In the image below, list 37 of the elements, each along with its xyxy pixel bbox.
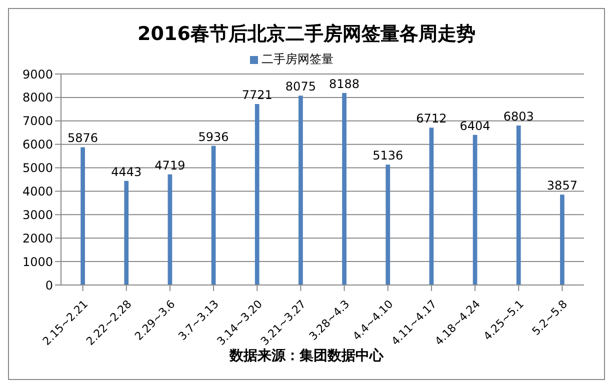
data-label: 5936 [198,130,229,144]
y-tick-label: 6000 [22,138,53,152]
bar [472,134,478,285]
y-tick-label: 5000 [22,161,53,176]
data-label: 7721 [242,88,272,102]
bar [254,104,260,285]
bar [211,146,216,285]
data-label: 4719 [154,158,186,172]
y-tick-label: 7000 [22,114,53,128]
data-label: 6404 [460,118,490,133]
data-label: 8075 [285,80,316,94]
bar [516,126,521,285]
data-label: 6712 [416,112,447,126]
y-tick-label: 9000 [22,67,53,82]
y-tick-label: 1000 [22,254,53,269]
bar [386,164,390,285]
y-tick-label: 8000 [22,90,53,105]
bar [560,194,564,285]
source-note: 数据来源：集团数据中心 [228,347,385,365]
data-label: 6803 [503,110,534,124]
y-tick-label: 3000 [22,208,53,222]
data-label: 4443 [111,164,142,179]
y-tick-label: 4000 [22,184,53,198]
bar [80,147,85,285]
data-label: 5136 [372,148,404,163]
bar [168,174,172,285]
data-label: 5876 [68,131,98,146]
y-tick-label: 2000 [22,231,53,246]
data-label: 3857 [546,178,578,193]
bar [298,96,303,285]
bar [342,93,346,285]
y-tick-label: 0 [45,278,53,292]
bar [124,180,129,285]
chart-title: 2016春节后北京二手房网签量各周走势 [136,22,476,47]
bar [429,128,434,285]
legend-label: 二手房网签量 [262,52,334,66]
data-label: 8188 [329,77,360,92]
